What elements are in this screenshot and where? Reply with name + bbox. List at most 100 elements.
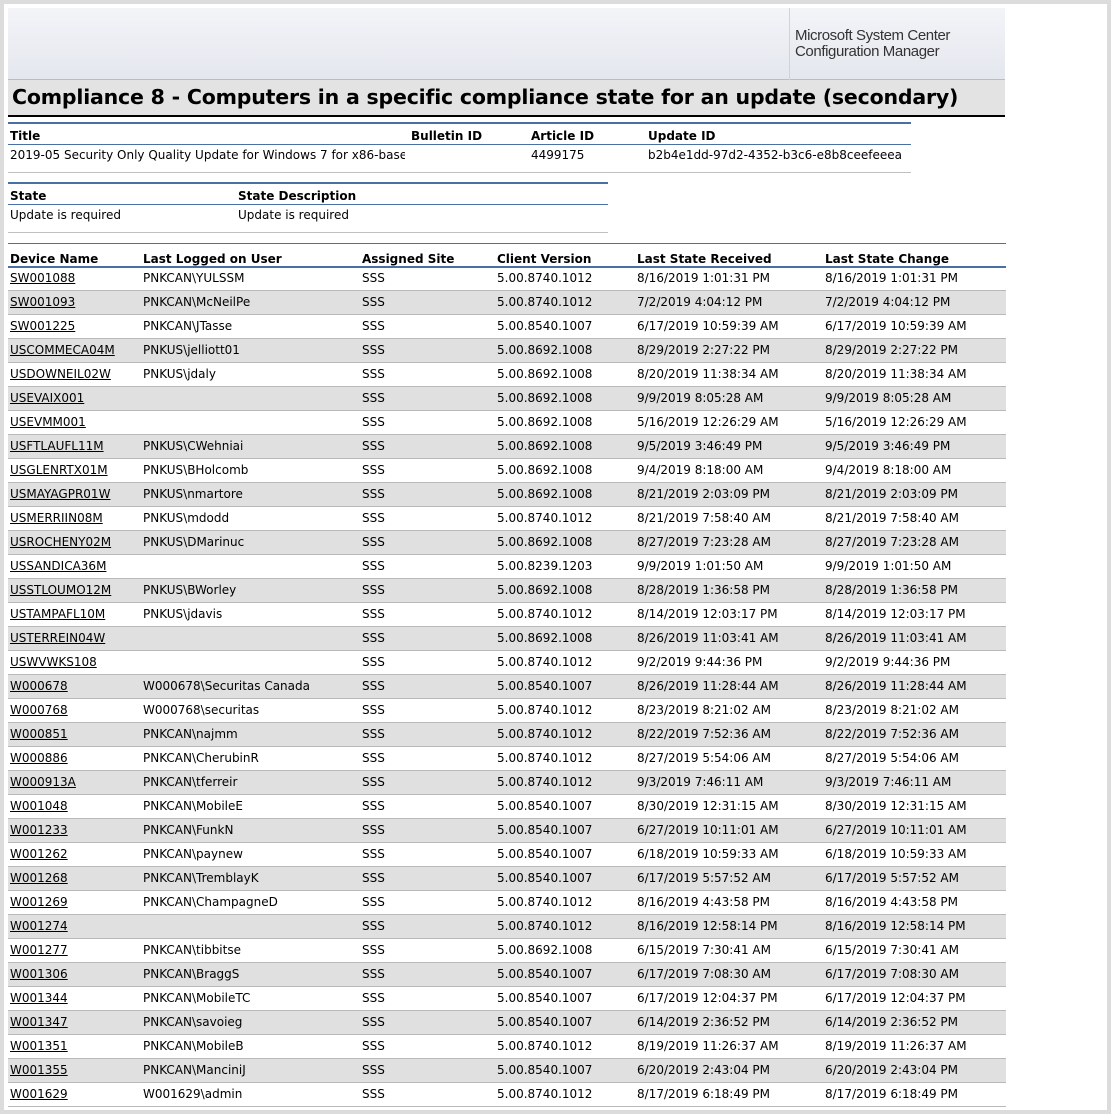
- last-state-received: 6/14/2019 2:36:52 PM: [637, 1015, 771, 1029]
- client-version: 5.00.8740.1012: [497, 511, 593, 525]
- device-name-link[interactable]: USFTLAUFL11M: [10, 439, 104, 453]
- assigned-site: SSS: [362, 1039, 385, 1053]
- last-logged-on-user: PNKCAN\TremblayK: [143, 871, 259, 885]
- device-name-link[interactable]: W000913A: [10, 775, 76, 789]
- assigned-site: SSS: [362, 607, 385, 621]
- device-name-link[interactable]: USCOMMECA04M: [10, 343, 115, 357]
- header-underline: [8, 204, 608, 205]
- device-name-link[interactable]: W000886: [10, 751, 68, 765]
- device-name-link[interactable]: W001274: [10, 919, 68, 933]
- device-name-link[interactable]: USTERREIN04W: [10, 631, 106, 645]
- client-version: 5.00.8692.1008: [497, 415, 593, 429]
- last-logged-on-user: PNKUS\BWorley: [143, 583, 237, 597]
- client-version: 5.00.8740.1012: [497, 1039, 593, 1053]
- last-logged-on-user: PNKCAN\MobileB: [143, 1039, 244, 1053]
- device-name-link[interactable]: W001233: [10, 823, 68, 837]
- table-row: USTAMPAFL10M PNKUS\jdavis SSS 5.00.8740.101…: [8, 603, 1006, 627]
- client-version: 5.00.8740.1012: [497, 895, 593, 909]
- last-state-change: 8/20/2019 11:38:34 AM: [825, 367, 967, 381]
- column-header-last-logged-on-user: Last Logged on User: [143, 252, 282, 266]
- update-id-header: Update ID: [648, 129, 716, 143]
- device-name-link[interactable]: W000678: [10, 679, 68, 693]
- device-name-link[interactable]: W001355: [10, 1063, 68, 1077]
- last-logged-on-user: PNKCAN\ChampagneD: [143, 895, 278, 909]
- client-version: 5.00.8740.1012: [497, 919, 593, 933]
- state-info-table: State State Description Update is requir…: [8, 182, 608, 233]
- assigned-site: SSS: [362, 847, 385, 861]
- last-logged-on-user: PNKUS\mdodd: [143, 511, 230, 525]
- device-name-link[interactable]: USMAYAGPR01W: [10, 487, 111, 501]
- last-state-received: 6/17/2019 12:04:37 PM: [637, 991, 778, 1005]
- assigned-site: SSS: [362, 487, 385, 501]
- last-state-received: 9/4/2019 8:18:00 AM: [637, 463, 764, 477]
- device-name-link[interactable]: W000851: [10, 727, 68, 741]
- device-name-link[interactable]: USWVWKS108: [10, 655, 97, 669]
- client-version: 5.00.8692.1008: [497, 487, 593, 501]
- last-state-change: 6/17/2019 7:08:30 AM: [825, 967, 959, 981]
- table-header-underline: [8, 266, 1006, 268]
- table-row: USEVAIX001 SSS 5.00.8692.1008 9/9/2019 8:05…: [8, 387, 1006, 411]
- last-state-received: 9/2/2019 9:44:36 PM: [637, 655, 763, 669]
- client-version: 5.00.8540.1007: [497, 319, 593, 333]
- device-name-link[interactable]: USTAMPAFL10M: [10, 607, 106, 621]
- device-name-link[interactable]: USDOWNEIL02W: [10, 367, 111, 381]
- table-row: W000913A PNKCAN\tferreir SSS 5.00.8740.1012…: [8, 771, 1006, 795]
- device-name-link[interactable]: W001306: [10, 967, 68, 981]
- last-logged-on-user: PNKCAN\McNeilPe: [143, 295, 251, 309]
- report-title-bar: Compliance 8 - Computers in a specific c…: [8, 80, 1005, 117]
- device-name-link[interactable]: W001277: [10, 943, 68, 957]
- last-state-received: 9/9/2019 1:01:50 AM: [637, 559, 764, 573]
- device-name-link[interactable]: USEVAIX001: [10, 391, 85, 405]
- last-state-change: 8/30/2019 12:31:15 AM: [825, 799, 967, 813]
- client-version: 5.00.8540.1007: [497, 799, 593, 813]
- device-name-link[interactable]: W001344: [10, 991, 68, 1005]
- device-name-link[interactable]: USROCHENY02M: [10, 535, 112, 549]
- device-name-link[interactable]: USSANDICA36M: [10, 559, 107, 573]
- assigned-site: SSS: [362, 367, 385, 381]
- client-version: 5.00.8692.1008: [497, 367, 593, 381]
- last-state-change: 8/17/2019 6:18:49 PM: [825, 1087, 959, 1101]
- last-logged-on-user: PNKUS\nmartore: [143, 487, 243, 501]
- last-state-received: 8/16/2019 12:58:14 PM: [637, 919, 778, 933]
- device-name-link[interactable]: USMERRIIN08M: [10, 511, 103, 525]
- row-divider: [8, 172, 911, 173]
- device-name-link[interactable]: W001351: [10, 1039, 68, 1053]
- assigned-site: SSS: [362, 751, 385, 765]
- device-name-link[interactable]: USSTLOUMO12M: [10, 583, 112, 597]
- client-version: 5.00.8540.1007: [497, 823, 593, 837]
- device-name-link[interactable]: W001262: [10, 847, 68, 861]
- last-state-change: 8/16/2019 1:01:31 PM: [825, 271, 959, 285]
- last-state-received: 8/27/2019 7:23:28 AM: [637, 535, 771, 549]
- last-state-change: 8/27/2019 5:54:06 AM: [825, 751, 959, 765]
- client-version: 5.00.8540.1007: [497, 871, 593, 885]
- last-state-change: 9/5/2019 3:46:49 PM: [825, 439, 951, 453]
- last-state-received: 8/27/2019 5:54:06 AM: [637, 751, 771, 765]
- last-state-received: 8/21/2019 2:03:09 PM: [637, 487, 771, 501]
- last-logged-on-user: PNKUS\CWehniai: [143, 439, 244, 453]
- device-name-link[interactable]: SW001088: [10, 271, 76, 285]
- device-name-link[interactable]: W001048: [10, 799, 68, 813]
- update-title-header: Title: [10, 129, 41, 143]
- assigned-site: SSS: [362, 463, 385, 477]
- table-row: W001355 PNKCAN\ManciniJ SSS 5.00.8540.1007 6…: [8, 1059, 1006, 1083]
- table-row: SW001225 PNKCAN\JTasse SSS 5.00.8540.1007 6/…: [8, 315, 1006, 339]
- device-name-link[interactable]: SW001093: [10, 295, 76, 309]
- device-name-link[interactable]: W000768: [10, 703, 68, 717]
- client-version: 5.00.8692.1008: [497, 391, 593, 405]
- device-name-link[interactable]: W001268: [10, 871, 68, 885]
- device-name-link[interactable]: SW001225: [10, 319, 76, 333]
- client-version: 5.00.8540.1007: [497, 967, 593, 981]
- article-id-header: Article ID: [531, 129, 595, 143]
- assigned-site: SSS: [362, 727, 385, 741]
- device-name-link[interactable]: W001269: [10, 895, 68, 909]
- last-state-change: 8/28/2019 1:36:58 PM: [825, 583, 959, 597]
- last-logged-on-user: PNKUS\jdavis: [143, 607, 223, 621]
- device-name-link[interactable]: W001347: [10, 1015, 68, 1029]
- device-name-link[interactable]: USGLENRTX01M: [10, 463, 108, 477]
- device-name-link[interactable]: USEVMM001: [10, 415, 86, 429]
- device-name-link[interactable]: W001629: [10, 1087, 68, 1101]
- last-state-received: 6/27/2019 10:11:01 AM: [637, 823, 779, 837]
- last-logged-on-user: PNKCAN\ManciniJ: [143, 1063, 246, 1077]
- last-logged-on-user: W000768\securitas: [143, 703, 260, 717]
